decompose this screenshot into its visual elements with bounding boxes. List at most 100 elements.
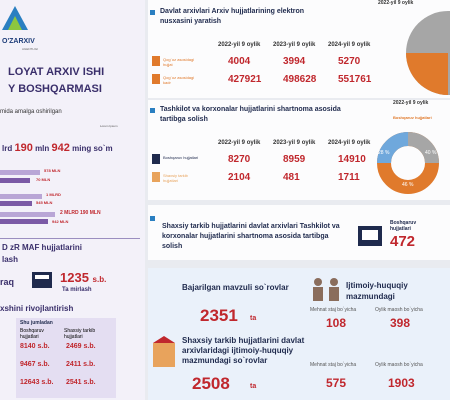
req-unit: ta (250, 315, 257, 322)
donut (377, 132, 439, 194)
cell-value: 3994 (283, 56, 306, 67)
count-unit: s.b. (92, 275, 107, 284)
people-icon (313, 278, 339, 301)
table-cell: 9467 s.b. (20, 361, 50, 368)
social-value: 398 (390, 316, 411, 330)
marker (150, 10, 155, 15)
total-part: 942 (51, 142, 70, 154)
cell-value: 1711 (338, 172, 360, 183)
bar (0, 178, 30, 183)
table-header: Shaxsiy tarkib hujjatlari (64, 328, 96, 340)
year-header: 2024-yil 9 oylik (328, 42, 371, 48)
total: lrd 190 mln 942 ming so`m (2, 142, 113, 154)
req-unit2: ta (250, 383, 257, 390)
legend: 2022-yil 9 oylik (393, 100, 429, 106)
row-icon (152, 154, 160, 164)
social-value2: 575 (326, 376, 347, 390)
year-header: 2024-yil 9 oylik (328, 140, 371, 146)
table-bg (16, 318, 116, 398)
cell-value: 481 (283, 172, 300, 183)
bar-label: 70 MLN (36, 177, 51, 182)
total-part: lrd (2, 144, 13, 153)
row-icon (152, 56, 160, 66)
divider (0, 238, 140, 239)
logo-icon (2, 6, 28, 30)
book-icon (32, 272, 52, 288)
maf: lash (2, 255, 19, 264)
social-value: 108 (326, 316, 347, 330)
building-icon (153, 336, 175, 367)
cell-value: 4004 (228, 56, 251, 67)
table-cell: 2541 s.b. (66, 379, 96, 386)
section-panel (148, 205, 450, 260)
table-cell: 12643 s.b. (20, 379, 54, 386)
bar (0, 194, 42, 199)
bar-label: 578 MLN (44, 168, 61, 173)
folder-icon (358, 226, 382, 246)
sub-label: Mehnat staj bo`yicha (310, 307, 357, 313)
req-title: Bajarilgan mavzuli so`rovlar (182, 283, 289, 292)
bar-label: 545 MLN (36, 200, 53, 205)
cell-value: 8959 (283, 154, 306, 165)
year-header: 2023-yil 9 oylik (273, 140, 316, 146)
section-title: Tashkilot va korxonalar hujjatlarini sha… (160, 106, 341, 123)
row-label: Boshqaruv hujjatlari (163, 155, 199, 160)
cell-value: 551761 (338, 74, 372, 85)
cell-value: 2104 (228, 172, 251, 183)
title: LOYAT ARXIV ISHI (8, 66, 105, 78)
box-value: 472 (390, 233, 416, 250)
row-icon (152, 172, 160, 182)
logo-tagline: AGENTLIGI (22, 47, 39, 51)
donut-label: 28 % (378, 150, 390, 156)
total-part: ming so`m (72, 144, 113, 153)
maf: D zR MAF hujjatlarini (2, 243, 82, 252)
donut-label: 40 % (425, 150, 437, 156)
marker (150, 108, 155, 113)
row-label: Qog`oz asosidagi kadr (163, 75, 195, 85)
cell-value: 498628 (283, 74, 317, 85)
marker (150, 216, 155, 221)
section-panel (148, 268, 450, 400)
box-label: Boshqaruv hujjatlari (390, 220, 417, 232)
cell-value: 14910 (338, 154, 366, 165)
sub-label: Mehnat staj bo`yicha (310, 362, 357, 368)
cell-value: 5270 (338, 56, 361, 67)
bar (0, 170, 40, 175)
cell-value: 8270 (228, 154, 251, 165)
req-title2: Shaxsiy tarkib hujjatlarini davlat arxiv… (182, 336, 305, 365)
count-number: 1235 (60, 270, 89, 285)
table-cell: 2469 s.b. (66, 343, 96, 350)
sub-label: Oylik maosh bo`yicha (375, 362, 423, 368)
section-panel (148, 0, 450, 98)
bar (0, 201, 32, 206)
bar-label: 942 MLN (52, 219, 69, 224)
legend: 2022-yil 9 oylik (378, 0, 414, 6)
row-label: Qog`oz asosidagi hujjat (163, 57, 195, 67)
section: xshini rivojlantirish (0, 304, 74, 313)
table-cell: 8140 s.b. (20, 343, 50, 350)
pie (406, 11, 450, 95)
total-part: mln (35, 144, 50, 153)
bar-label: 1 MLRD (46, 192, 61, 197)
req-value2: 2508 (192, 374, 230, 393)
donut-label: 46 % (402, 182, 414, 188)
note: Lorem Ipsum (100, 124, 118, 128)
total-part: 190 (14, 142, 33, 154)
section-title: Shaxsiy tarkib hujjatlarini davlat arxiv… (162, 223, 340, 250)
logo-name: O'ZARXIV (2, 38, 35, 45)
req-value: 2351 (200, 306, 238, 325)
year-header: 2022-yil 9 oylik (218, 140, 261, 146)
table-title: Shu jumladan (20, 320, 53, 326)
sub-label: Oylik maosh bo`yicha (375, 307, 423, 313)
count-value: 1235 s.b. (60, 270, 106, 285)
bar (0, 219, 48, 224)
title: Y BOSHQARMASI (8, 83, 102, 95)
table-header: Boshqaruv hujjatlari (20, 328, 44, 340)
table-cell: 2411 s.b. (66, 361, 96, 368)
row-icon (152, 74, 160, 84)
count-prefix: raq (0, 277, 15, 287)
social-title: Ijtimoiy-huquqiy mazmundagi (346, 281, 408, 301)
cell-value: 427921 (228, 74, 262, 85)
count-label: Ta mirlash (62, 287, 92, 293)
